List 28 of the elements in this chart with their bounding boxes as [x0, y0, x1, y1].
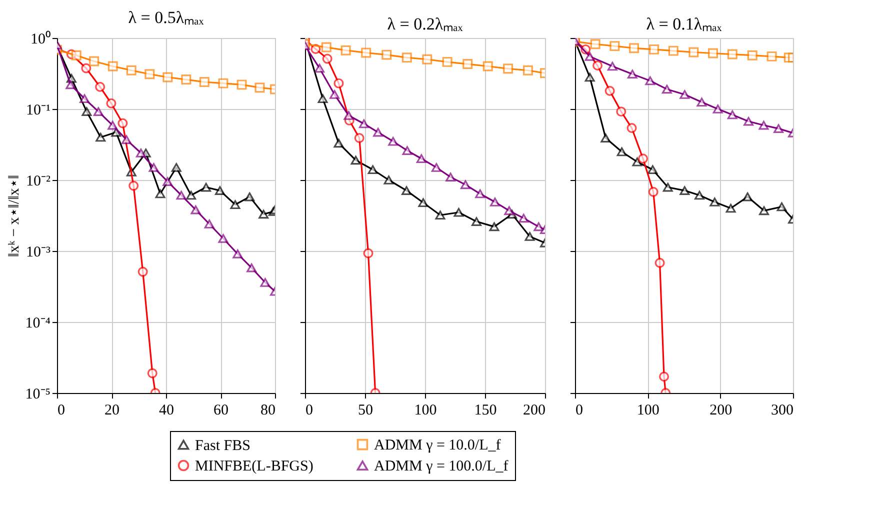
x-tick-label: 0 — [58, 402, 65, 418]
legend-label: MINFBE(L-BFGS) — [195, 458, 314, 474]
legend-label: Fast FBS — [195, 438, 250, 454]
y-tick-label: 10⁻² — [26, 174, 51, 190]
y-tick-label: 10⁻⁵ — [25, 386, 50, 402]
x-tick-label: 150 — [474, 402, 497, 418]
legend-label: ADMM γ = 100.0/L_f — [374, 458, 508, 474]
y-tick-label: 10⁰ — [30, 30, 50, 48]
x-tick-label: 100 — [636, 402, 660, 418]
chart-title: λ = 0.2λₘₐₓ — [387, 14, 463, 34]
chart-title: λ = 0.5λₘₐₓ — [128, 8, 204, 27]
y-tick-label: 10⁻¹ — [26, 102, 50, 118]
x-tick-label: 20 — [104, 402, 120, 418]
x-tick-label: 200 — [523, 402, 546, 418]
y-tick-label: 10⁻³ — [26, 244, 51, 260]
x-tick-label: 60 — [214, 402, 228, 418]
x-tick-label: 100 — [414, 402, 437, 418]
x-tick-label: 300 — [771, 402, 794, 418]
x-tick-label: 200 — [710, 402, 732, 418]
x-tick-label: 0 — [576, 402, 583, 418]
x-tick-label: 80 — [260, 402, 276, 418]
chart-title: λ = 0.1λₘₐₓ — [646, 14, 722, 34]
y-axis-title: ‖xᵏ − x⋆‖/‖x⋆‖ — [6, 174, 22, 258]
y-tick-label: 10⁻⁴ — [25, 316, 50, 332]
x-tick-label: 40 — [159, 402, 174, 418]
x-tick-label: 50 — [358, 402, 373, 418]
legend-label: ADMM γ = 10.0/L_f — [374, 438, 501, 454]
x-tick-label: 0 — [306, 402, 313, 418]
